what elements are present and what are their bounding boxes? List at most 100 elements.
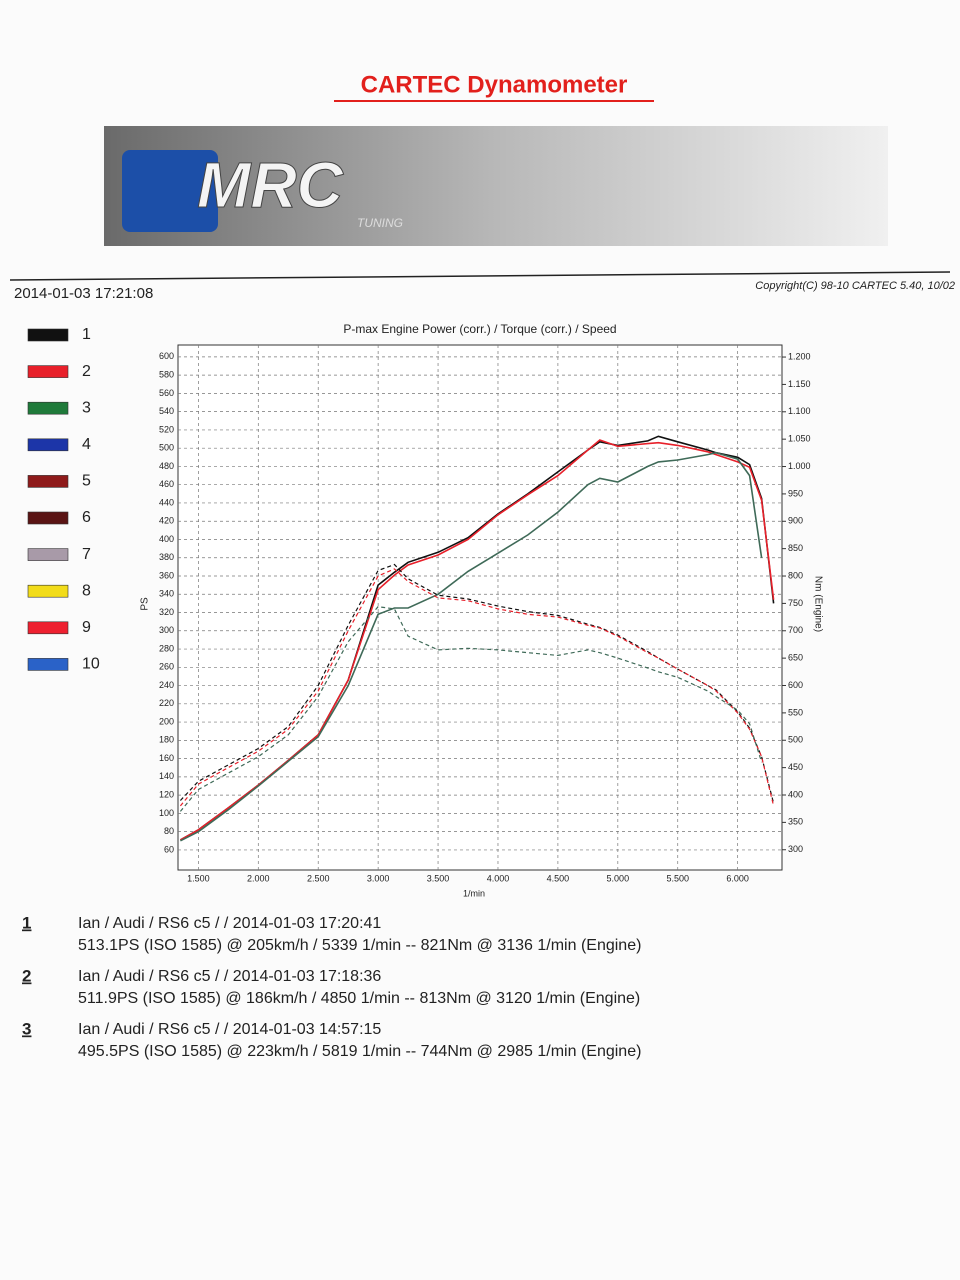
legend-label: 5	[82, 473, 91, 490]
y-tick-label: 380	[159, 552, 174, 562]
y2-tick-label: 1.000	[788, 461, 811, 471]
chart-title: P-max Engine Power (corr.) / Torque (cor…	[343, 322, 616, 336]
y-tick-label: 280	[159, 643, 174, 653]
y-tick-label: 440	[159, 497, 174, 507]
header-rule	[9, 271, 951, 281]
y2-tick-label: 650	[788, 653, 803, 663]
x-tick-label: 4.000	[487, 873, 510, 883]
y-tick-label: 300	[159, 625, 174, 635]
y2-tick-label: 1.050	[788, 434, 811, 444]
y-tick-label: 160	[159, 753, 174, 763]
y-tick-label: 520	[159, 424, 174, 434]
y-tick-label: 360	[159, 570, 174, 580]
y2-tick-label: 450	[788, 762, 803, 772]
legend-label: 2	[82, 363, 91, 380]
x-tick-label: 4.500	[547, 873, 570, 883]
y-tick-label: 460	[159, 479, 174, 489]
y2-tick-label: 300	[788, 844, 803, 854]
y-tick-label: 120	[159, 790, 174, 800]
y-tick-label: 200	[159, 716, 174, 726]
y-tick-label: 320	[159, 607, 174, 617]
logo-badge	[122, 150, 218, 232]
y-tick-label: 80	[164, 826, 174, 836]
x-tick-label: 5.500	[666, 873, 689, 883]
legend-swatch	[27, 584, 69, 598]
y-tick-label: 400	[159, 534, 174, 544]
x-tick-label: 2.000	[247, 873, 270, 883]
result-run: Ian / Audi / RS6 c5 / / 2014-01-03 17:18…	[78, 968, 381, 985]
y-tick-label: 540	[159, 406, 174, 416]
legend-label: 1	[82, 326, 91, 343]
y-axis-label: PS	[140, 597, 151, 611]
y-tick-label: 580	[159, 370, 174, 380]
logo-banner	[104, 126, 888, 246]
y-tick-label: 600	[159, 351, 174, 361]
timestamp: 2014-01-03 17:21:08	[14, 285, 153, 302]
copyright: Copyright(C) 98-10 CARTEC 5.40, 10/02	[755, 280, 955, 292]
legend-swatch	[27, 328, 69, 342]
x-tick-label: 5.000	[607, 873, 630, 883]
y-tick-label: 140	[159, 771, 174, 781]
legend-label: 4	[82, 436, 91, 453]
torque-line	[179, 563, 775, 804]
power-line	[180, 451, 763, 842]
y2-tick-label: 1.100	[788, 406, 811, 416]
y-tick-label: 60	[164, 844, 174, 854]
y-tick-label: 100	[159, 808, 174, 818]
logo-subtext: TUNING	[357, 216, 403, 230]
y2-tick-label: 800	[788, 570, 803, 580]
y-tick-label: 260	[159, 662, 174, 672]
result-summary: 513.1PS (ISO 1585) @ 205km/h / 5339 1/mi…	[78, 937, 641, 954]
y-tick-label: 560	[159, 388, 174, 398]
y2-axis-label: Nm (Engine)	[812, 576, 823, 632]
result-index: 3	[22, 1019, 31, 1038]
y-tick-label: 420	[159, 516, 174, 526]
logo-text: MRC	[197, 149, 344, 221]
x-tick-label: 6.000	[726, 873, 749, 883]
result-run: Ian / Audi / RS6 c5 / / 2014-01-03 17:20…	[78, 915, 381, 932]
result-index: 1	[22, 913, 31, 932]
y2-tick-label: 950	[788, 488, 803, 498]
x-tick-label: 2.500	[307, 873, 330, 883]
y2-tick-label: 400	[788, 789, 803, 799]
y2-tick-label: 600	[788, 680, 803, 690]
y2-tick-label: 550	[788, 707, 803, 717]
y2-tick-label: 1.200	[788, 351, 811, 361]
legend-swatch	[27, 658, 69, 671]
result-run: Ian / Audi / RS6 c5 / / 2014-01-03 14:57…	[78, 1021, 381, 1038]
legend-swatch	[27, 365, 69, 378]
plot-frame	[177, 344, 783, 871]
legend-label: 6	[82, 509, 91, 526]
y2-tick-label: 350	[788, 817, 803, 827]
y-tick-label: 340	[159, 589, 174, 599]
y-tick-label: 240	[159, 680, 174, 690]
legend-swatch	[27, 621, 69, 635]
legend-swatch	[27, 438, 69, 452]
y2-tick-label: 750	[788, 598, 803, 608]
page-title: CARTEC Dynamometer	[361, 71, 628, 98]
y-tick-label: 480	[159, 461, 174, 471]
y2-tick-label: 1.150	[788, 379, 811, 389]
torque-line	[179, 606, 763, 812]
result-index: 2	[22, 966, 31, 985]
y2-tick-label: 700	[788, 625, 803, 635]
x-tick-label: 3.000	[367, 873, 390, 883]
y2-tick-label: 900	[788, 516, 803, 526]
legend-label: 7	[82, 546, 91, 563]
y2-tick-label: 850	[788, 543, 803, 553]
x-tick-label: 1.500	[187, 873, 210, 883]
legend-label: 3	[82, 399, 91, 416]
legend-swatch	[27, 548, 69, 561]
y-tick-label: 220	[159, 698, 174, 708]
y-tick-label: 180	[159, 735, 174, 745]
y2-tick-label: 500	[788, 735, 803, 745]
legend-label: 8	[82, 582, 91, 599]
result-summary: 511.9PS (ISO 1585) @ 186km/h / 4850 1/mi…	[78, 990, 640, 1007]
legend-swatch	[27, 475, 69, 488]
torque-line	[179, 568, 775, 807]
legend-label: 10	[82, 656, 100, 673]
legend-label: 9	[82, 619, 91, 636]
result-summary: 495.5PS (ISO 1585) @ 223km/h / 5819 1/mi…	[78, 1043, 641, 1060]
